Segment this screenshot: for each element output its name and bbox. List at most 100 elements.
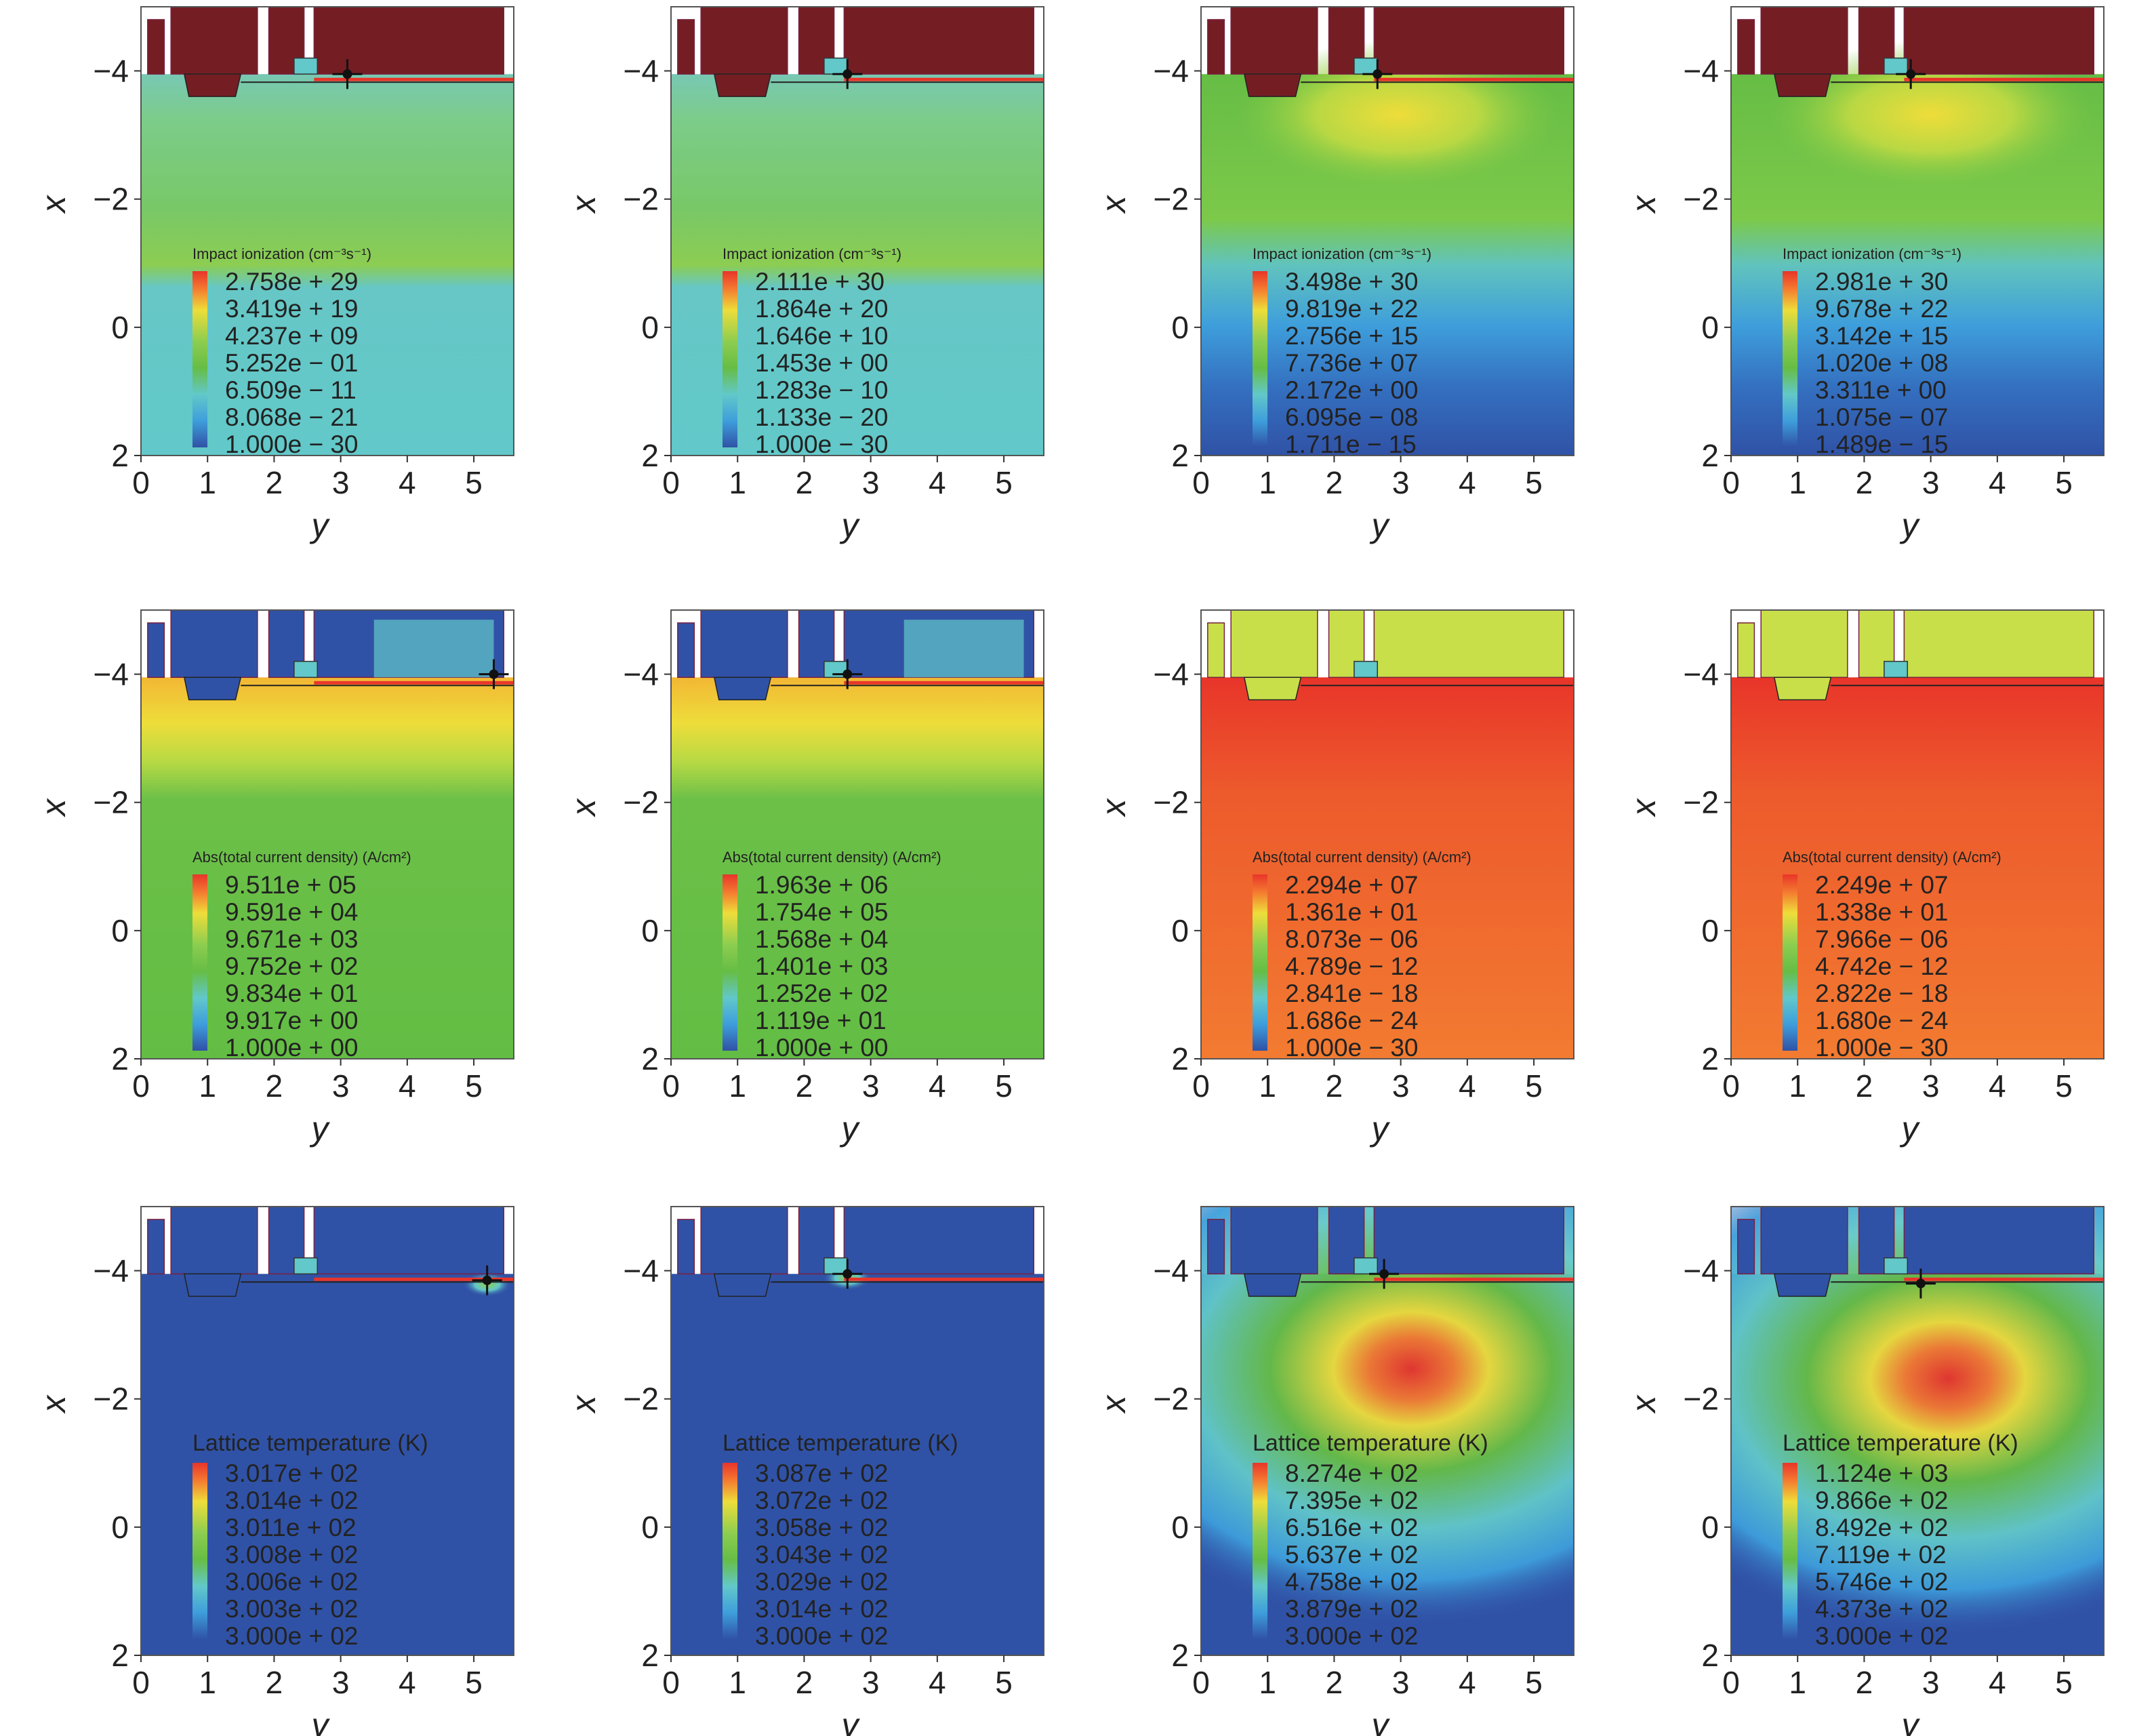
y-tick-label: −4 (624, 54, 659, 89)
trench (1243, 73, 1302, 98)
trench (713, 677, 772, 701)
x-axis-label: y (1370, 1110, 1391, 1148)
y-tick-label: 0 (1171, 913, 1189, 948)
electrode-block (1207, 19, 1225, 75)
electrode-block (1858, 7, 1895, 75)
legend-colorbar (723, 1463, 737, 1639)
x-tick-label: 1 (1259, 1068, 1276, 1104)
legend-value: 3.000e + 02 (225, 1622, 359, 1650)
legend-value: 2.249e + 07 (1815, 871, 1949, 899)
electrode-block (677, 19, 695, 75)
x-tick-label: 2 (796, 1665, 813, 1700)
legend-title: Impact ionization (cm⁻³s⁻¹) (723, 245, 901, 262)
x-tick-label: 3 (1392, 1068, 1410, 1104)
plot-frame (1200, 609, 1574, 1059)
probe-dot (1906, 69, 1916, 79)
legend-title: Impact ionization (cm⁻³s⁻¹) (1783, 245, 1961, 262)
x-tick-label: 1 (199, 465, 216, 500)
legend-value: 2.756e + 15 (1285, 322, 1419, 350)
probe-dot (482, 1275, 492, 1285)
legend-value: 3.419e + 19 (225, 295, 359, 323)
probe-dot (842, 69, 853, 79)
electrode-gradient (903, 620, 1024, 678)
x-tick-label: 2 (1856, 465, 1873, 500)
legend-value: 3.498e + 30 (1285, 268, 1419, 296)
x-tick-label: 3 (862, 1665, 880, 1700)
y-tick-label: −2 (1154, 785, 1189, 820)
legend-value: 1.864e + 20 (755, 295, 889, 323)
plot-frame (670, 1206, 1044, 1656)
electrode-block (1903, 7, 2095, 75)
y-tick-label: −2 (624, 1381, 659, 1417)
electrode-block (1207, 622, 1225, 679)
x-tick-label: 1 (199, 1068, 216, 1104)
legend-value: 9.917e + 00 (225, 1007, 359, 1034)
legend-colorbar (723, 271, 737, 447)
legend-value: 9.671e + 03 (225, 925, 359, 953)
trench (1773, 73, 1832, 98)
legend-title: Lattice temperature (K) (723, 1430, 958, 1456)
x-tick-label: 2 (1856, 1665, 1873, 1700)
y-axis-label: x (1625, 1394, 1663, 1414)
trench (1773, 1273, 1832, 1297)
legend-title: Lattice temperature (K) (192, 1430, 428, 1456)
electrode-block (313, 7, 505, 75)
x-tick-label: 3 (1922, 465, 1940, 500)
legend-value: 2.758e + 29 (225, 268, 359, 296)
gate (1354, 1257, 1379, 1275)
legend-value: 3.000e + 02 (1285, 1622, 1419, 1650)
x-tick-label: 4 (929, 1068, 946, 1104)
electrode-block (1760, 1207, 1848, 1275)
y-tick-label: −2 (1684, 785, 1719, 820)
legend-title: Impact ionization (cm⁻³s⁻¹) (1253, 245, 1431, 262)
legend-value: 1.963e + 06 (755, 871, 889, 899)
y-tick-label: 0 (111, 913, 129, 948)
y-tick-label: 0 (1171, 1510, 1189, 1545)
y-axis-label: x (1095, 195, 1133, 214)
x-tick-label: 0 (1722, 1068, 1740, 1104)
y-tick-label: 2 (1701, 1638, 1719, 1673)
x-tick-label: 2 (1326, 465, 1343, 500)
y-axis-label: x (565, 1394, 603, 1414)
x-tick-label: 3 (1922, 1665, 1940, 1700)
y-axis-label: x (1625, 195, 1663, 214)
x-tick-label: 1 (1789, 1068, 1806, 1104)
electrode-block (1328, 610, 1365, 679)
legend-value: 2.822e − 18 (1815, 980, 1949, 1007)
y-tick-label: 0 (641, 1510, 659, 1545)
legend-value: 1.252e + 02 (755, 980, 889, 1007)
y-tick-label: −4 (1154, 54, 1189, 89)
trench (183, 1273, 242, 1297)
x-tick-label: 0 (662, 1665, 680, 1700)
electrode-block (147, 622, 165, 679)
legend-value: 1.124e + 03 (1815, 1459, 1949, 1487)
x-tick-label: 0 (1192, 1665, 1210, 1700)
electrode-gradient (373, 620, 494, 678)
y-tick-label: 2 (641, 438, 659, 473)
legend-colorbar (1783, 1463, 1797, 1639)
x-tick-label: 0 (132, 1665, 150, 1700)
legend-title: Lattice temperature (K) (1783, 1430, 2018, 1456)
legend-colorbar (192, 271, 207, 447)
x-axis-label: y (1900, 506, 1921, 544)
legend-value: 1.453e + 00 (755, 349, 889, 377)
legend-value: 1.133e − 20 (755, 403, 889, 431)
plot-frame (1730, 6, 2104, 456)
legend-value: 3.014e + 02 (755, 1595, 889, 1623)
electrode-block (1373, 1207, 1565, 1275)
legend-value: 6.516e + 02 (1285, 1514, 1419, 1541)
legend-value: 4.789e − 12 (1285, 952, 1419, 980)
electrode-block (170, 7, 258, 75)
y-tick-label: 2 (641, 1638, 659, 1673)
electrode-block (170, 610, 258, 679)
legend-value: 1.680e − 24 (1815, 1007, 1949, 1034)
legend-value: 6.095e − 08 (1285, 403, 1419, 431)
legend-value: 1.119e + 01 (755, 1007, 887, 1034)
y-tick-label: −4 (1684, 657, 1719, 692)
x-tick-label: 2 (266, 1068, 283, 1104)
x-tick-label: 5 (1525, 1068, 1543, 1104)
legend-value: 9.819e + 22 (1285, 295, 1419, 323)
